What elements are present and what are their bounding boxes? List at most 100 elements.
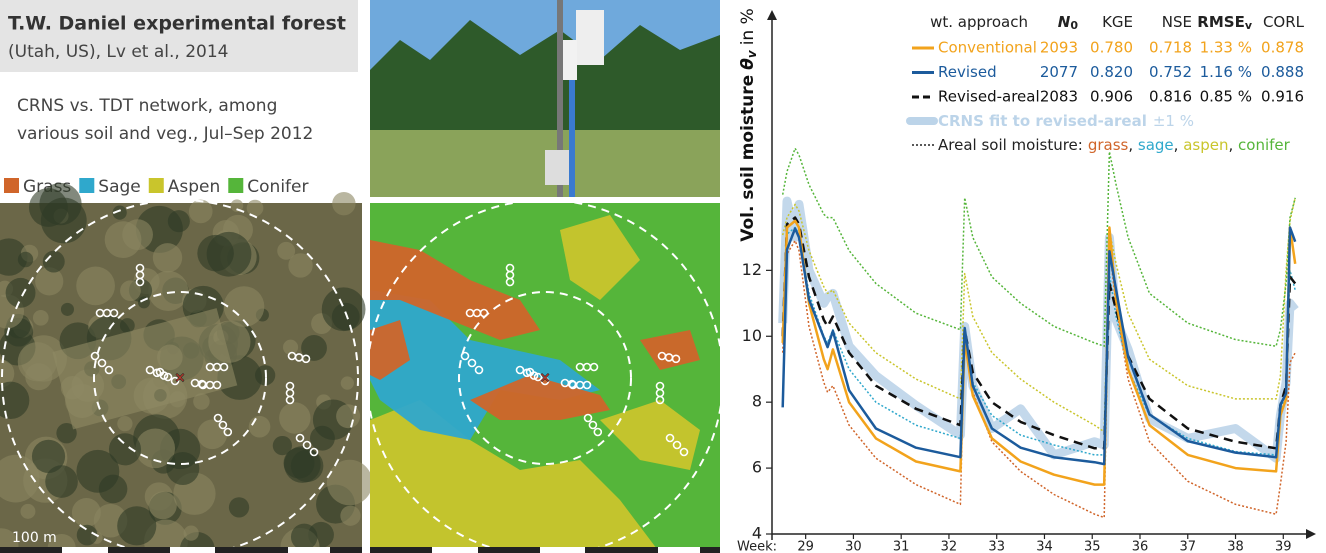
sensor — [567, 379, 577, 389]
legend-header-text: wt. approach — [930, 13, 1028, 31]
texture — [188, 199, 213, 224]
texture — [104, 221, 142, 259]
sensor — [213, 413, 223, 423]
sensor — [582, 380, 592, 390]
x-tick-label: 31 — [893, 540, 910, 553]
x-tick-label: 38 — [1227, 540, 1244, 553]
texture — [332, 191, 356, 216]
sensor — [479, 308, 489, 318]
legend-header: KGE — [1102, 13, 1133, 31]
legend-separator: , — [1128, 136, 1138, 154]
x-tick-label: 30 — [845, 540, 862, 553]
texture — [112, 205, 127, 220]
texture — [76, 266, 115, 306]
texture — [17, 342, 58, 382]
legend-header-sub: v — [1245, 19, 1253, 32]
y-tick-label: 4 — [752, 524, 762, 543]
footprint-circle — [366, 199, 724, 553]
series-line — [781, 197, 1296, 433]
legend-stat: 0.752 — [1149, 63, 1192, 81]
texture — [17, 251, 34, 268]
x-tick-label: 34 — [1036, 540, 1053, 553]
legend-stat: 0.906 — [1090, 88, 1133, 106]
sensor — [672, 440, 682, 450]
x-tick-label: 35 — [1084, 540, 1101, 553]
series-line — [781, 226, 1296, 456]
series-line — [781, 226, 1297, 466]
sensor — [104, 365, 114, 375]
x-tick-label: 29 — [797, 540, 814, 553]
legend-stat: 2083 — [1040, 88, 1078, 106]
y-axis-arrow — [767, 10, 777, 20]
y-label-symbol: θ — [738, 58, 758, 70]
legend-header-text: N — [1058, 13, 1071, 31]
legend-areal-name: grass — [1088, 136, 1129, 154]
y-tick-label: 12 — [742, 260, 762, 279]
legend-stat: 0.85 % — [1200, 88, 1252, 106]
series-line — [781, 216, 1297, 450]
texture — [120, 280, 141, 302]
legend-label: Conifer — [247, 177, 308, 197]
y-tick-label: 6 — [752, 458, 762, 477]
texture — [117, 506, 157, 546]
texture — [32, 310, 49, 326]
legend-name: Conventional — [938, 39, 1037, 57]
sensor — [588, 420, 598, 430]
y-label-text: Vol. soil moisture — [738, 75, 758, 242]
sensor — [197, 379, 207, 389]
legend-label: Aspen — [168, 177, 221, 197]
texture — [183, 525, 199, 541]
texture — [135, 428, 176, 469]
texture — [42, 250, 65, 273]
legend-header-text: KGE — [1102, 13, 1133, 31]
texture — [340, 376, 354, 390]
texture — [28, 188, 68, 227]
legend-header: RMSEv — [1197, 13, 1253, 33]
series-line — [781, 147, 1296, 347]
scale-bar-segment — [540, 547, 585, 553]
texture — [321, 287, 366, 332]
texture — [20, 503, 36, 519]
landcover-legend: Grass Sage Aspen Conifer — [4, 177, 308, 197]
landcover-patch — [470, 375, 610, 420]
texture — [5, 277, 36, 308]
texture — [206, 231, 252, 277]
sensor — [593, 427, 603, 437]
texture — [0, 359, 15, 388]
texture — [56, 422, 77, 444]
sensor — [155, 367, 165, 377]
probe-marker: × — [539, 370, 551, 386]
legend-header-text: CORL — [1263, 13, 1305, 31]
sensor — [97, 358, 107, 368]
texture — [0, 454, 40, 503]
sensor — [679, 447, 689, 457]
texture — [283, 446, 321, 483]
sensor — [145, 365, 155, 375]
satellite-map: × 100 m — [0, 182, 373, 553]
sensor — [295, 433, 305, 443]
texture — [117, 416, 133, 432]
texture — [288, 253, 313, 278]
sensor — [109, 308, 119, 318]
legend-stat: 1.16 % — [1200, 63, 1252, 81]
sensor — [302, 440, 312, 450]
footprint-circle — [1, 199, 359, 553]
landcover-patch — [560, 215, 640, 300]
panel-description: various soil and veg., Jul–Sep 2012 — [17, 124, 313, 144]
legend-header-text: RMSE — [1197, 13, 1245, 31]
texture — [246, 199, 264, 217]
landcover-patch — [640, 330, 700, 370]
sensor — [505, 277, 515, 287]
texture — [193, 393, 210, 410]
legend-areal-label: Areal soil moisture: — [938, 136, 1083, 154]
series-line — [778, 196, 1299, 463]
title-box — [0, 0, 358, 72]
landcover-patch — [370, 240, 540, 340]
legend-header: N0 — [1058, 13, 1079, 33]
texture — [0, 381, 30, 420]
texture — [277, 241, 296, 260]
texture — [197, 419, 228, 450]
sensor — [460, 351, 470, 361]
texture — [326, 459, 373, 506]
